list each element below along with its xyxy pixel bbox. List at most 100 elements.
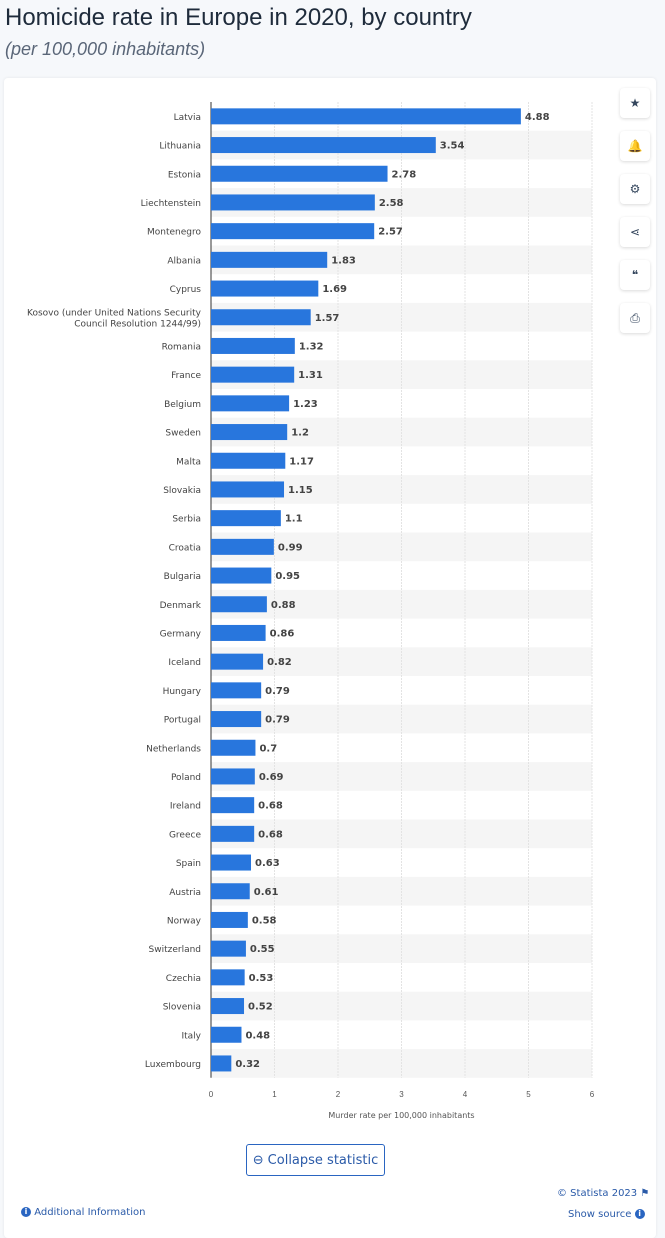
bar [211, 825, 255, 842]
additional-information-link[interactable]: i Additional Information [21, 1207, 145, 1218]
bell-icon: 🔔 [627, 139, 643, 153]
bar [211, 1055, 232, 1072]
category-label: Croatia [169, 543, 201, 553]
value-label: 0.69 [259, 772, 284, 783]
value-label: 4.88 [525, 112, 550, 123]
value-label: 0.58 [252, 915, 277, 926]
x-tick-label: 1 [272, 1090, 277, 1099]
value-label: 0.55 [250, 944, 275, 955]
category-label: Albania [167, 256, 201, 266]
star-icon: ★ [629, 96, 641, 110]
bar [211, 911, 248, 928]
category-label: Belgium [164, 400, 201, 410]
bar [211, 395, 290, 412]
category-label: Malta [176, 457, 201, 467]
bar [211, 883, 250, 900]
value-label: 0.88 [271, 600, 296, 611]
category-label: Kosovo (under United Nations Security Cou… [27, 308, 202, 329]
x-tick-label: 0 [209, 1090, 214, 1099]
category-label: Latvia [174, 113, 201, 123]
bar-chart: 0 1 2 3 4 5 6 4.88 Latvia 3.54 Lithuania 2.78 Estoni… [27, 102, 595, 1120]
category-label: Ireland [170, 802, 201, 812]
print-icon: ⎙ [630, 310, 640, 325]
gear-button[interactable]: ⚙ [620, 174, 650, 204]
value-label: 0.82 [267, 657, 292, 668]
value-label: 0.99 [278, 542, 303, 553]
bar [211, 624, 266, 641]
value-label: 0.95 [275, 571, 300, 582]
bar [211, 739, 256, 756]
share-button[interactable]: ⋖ [620, 217, 650, 247]
bar [211, 596, 267, 613]
value-label: 2.58 [379, 198, 404, 209]
bar [211, 711, 262, 728]
category-label: Luxembourg [145, 1060, 201, 1070]
bar [211, 1026, 242, 1043]
value-label: 1.83 [331, 255, 356, 266]
info-icon: i [634, 1209, 645, 1219]
category-label: Estonia [168, 170, 201, 180]
category-label: Romania [162, 342, 201, 352]
value-label: 1.2 [291, 428, 309, 439]
x-tick-label: 2 [336, 1090, 341, 1099]
flag-icon: ⚑ [640, 1188, 650, 1199]
bar [211, 797, 255, 814]
bar [211, 194, 375, 211]
category-label: Italy [181, 1031, 201, 1041]
bar [211, 854, 252, 871]
bar [211, 567, 272, 584]
bar [211, 940, 246, 957]
category-label: Norway [167, 916, 202, 926]
print-button[interactable]: ⎙ [620, 303, 650, 333]
category-label: Denmark [160, 601, 202, 611]
show-source-label: Show source [568, 1209, 632, 1220]
category-label: Serbia [172, 515, 201, 525]
share-icon: ⋖ [629, 225, 641, 239]
chart-card: 0 1 2 3 4 5 6 4.88 Latvia 3.54 Lithuania 2.78 Estoni… [4, 78, 656, 1238]
bar [211, 481, 285, 498]
gear-icon: ⚙ [629, 182, 641, 196]
category-label: France [171, 371, 201, 381]
quote-button[interactable]: ❝ [620, 260, 650, 290]
bar [211, 998, 245, 1015]
x-tick-label: 5 [526, 1090, 531, 1099]
value-label: 1.1 [285, 514, 303, 525]
value-label: 3.54 [440, 141, 465, 152]
value-label: 0.79 [265, 715, 290, 726]
value-label: 0.61 [254, 887, 279, 898]
category-label: Netherlands [146, 744, 201, 754]
category-label: Sweden [165, 429, 201, 439]
bar [211, 137, 436, 154]
info-icon: i [21, 1207, 31, 1217]
value-label: 0.53 [249, 973, 274, 984]
x-tick-label: 3 [399, 1090, 404, 1099]
collapse-statistic-button[interactable]: ⊖ Collapse statistic [246, 1144, 385, 1176]
copyright[interactable]: © Statista 2023 ⚑ [557, 1188, 649, 1199]
bar [211, 768, 255, 785]
star-button[interactable]: ★ [620, 88, 650, 118]
minus-circle-icon: ⊖ [252, 1152, 264, 1168]
category-label: Austria [169, 888, 201, 898]
bar [211, 538, 274, 555]
bar [211, 452, 286, 469]
show-source-link[interactable]: Show source i [568, 1209, 645, 1220]
bar [211, 653, 264, 670]
category-label: Iceland [168, 658, 201, 668]
category-label: Lithuania [159, 142, 201, 152]
value-label: 0.52 [248, 1002, 273, 1013]
value-label: 0.48 [245, 1030, 270, 1041]
value-label: 0.68 [258, 801, 283, 812]
value-label: 0.32 [235, 1059, 260, 1070]
value-label: 1.23 [293, 399, 318, 410]
bar [211, 280, 319, 297]
category-label: Greece [169, 830, 201, 840]
bar [211, 366, 295, 383]
x-axis-title: Murder rate per 100,000 inhabitants [328, 1111, 474, 1120]
bar [211, 165, 388, 182]
bell-button[interactable]: 🔔 [620, 131, 650, 161]
category-label: Czechia [166, 974, 201, 984]
category-label: Germany [160, 629, 202, 639]
value-label: 1.69 [322, 284, 347, 295]
category-label: Poland [171, 773, 201, 783]
value-label: 0.86 [270, 628, 295, 639]
